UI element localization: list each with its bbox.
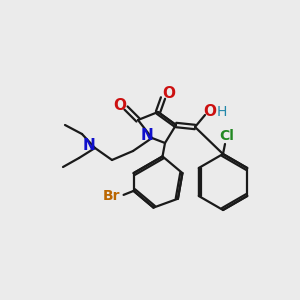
Text: Br: Br bbox=[103, 189, 120, 203]
Text: H: H bbox=[217, 105, 227, 119]
Text: N: N bbox=[141, 128, 153, 142]
Text: O: O bbox=[203, 104, 217, 119]
Text: Cl: Cl bbox=[220, 129, 234, 143]
Text: O: O bbox=[113, 98, 127, 112]
Text: O: O bbox=[163, 86, 176, 101]
Text: N: N bbox=[82, 139, 95, 154]
